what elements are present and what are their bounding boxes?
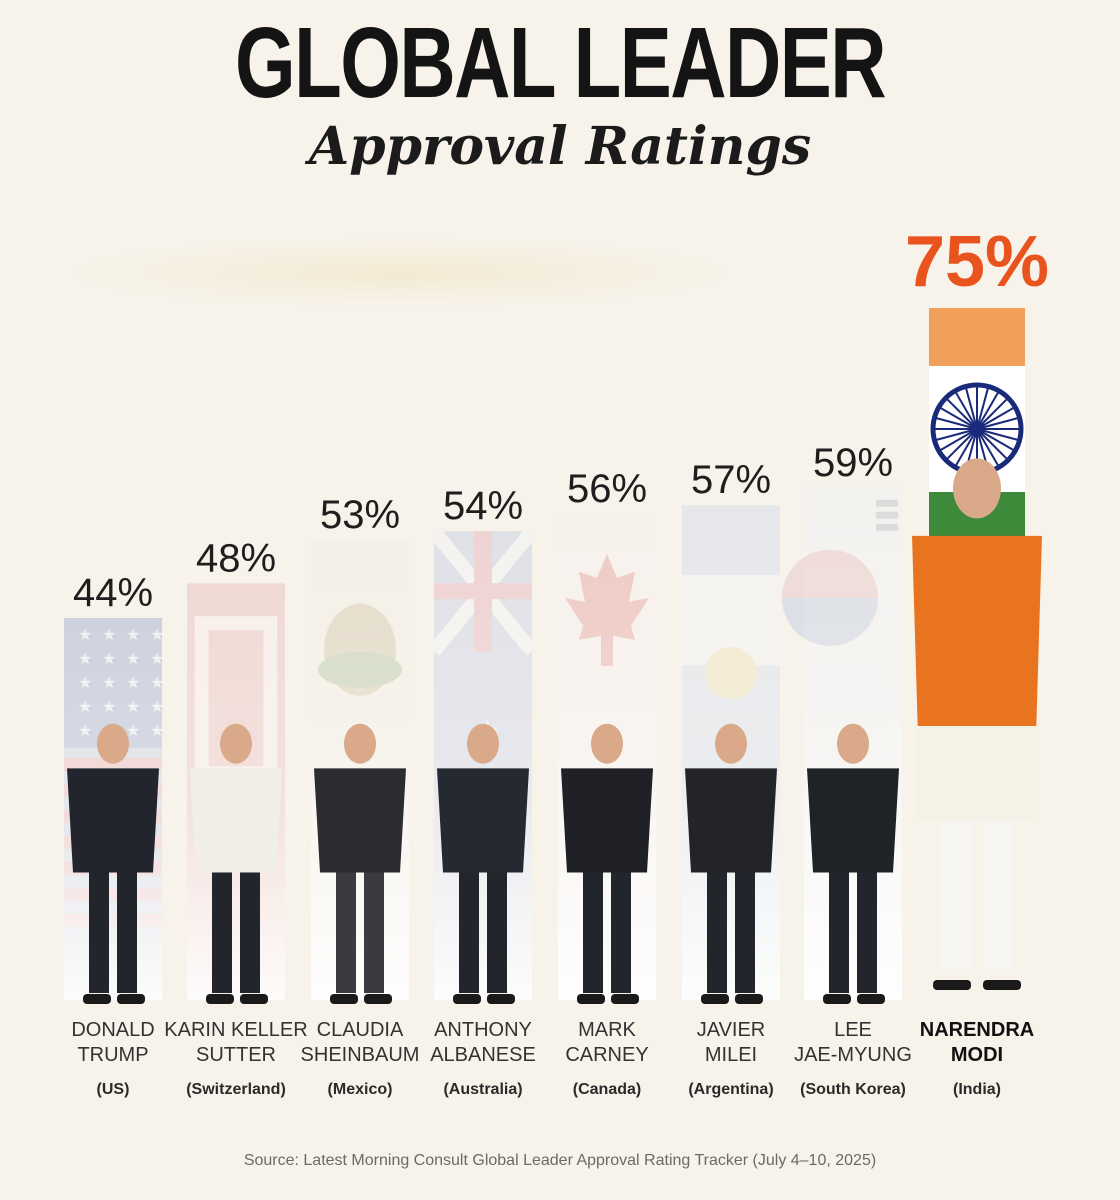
- chart-title: GLOBAL LEADER: [235, 7, 887, 119]
- country-label: (Argentina): [688, 1081, 773, 1098]
- value-label: 57%: [691, 458, 771, 502]
- leader-name-line: ALBANESE: [430, 1044, 536, 1066]
- bar-chart: ★★★★★★★★★★★★★★★★★★★★44%DONALDTRUMP(US)48…: [64, 222, 1049, 1098]
- leader-figure: [437, 723, 529, 1004]
- bar-canada: 56% MARK CARNEY (Canada): [558, 467, 656, 1098]
- value-label: 59%: [813, 441, 893, 485]
- value-label: 75%: [905, 222, 1049, 302]
- leader-name-line: MODI: [951, 1044, 1003, 1066]
- leader-name-line: JAE-MYUNG: [794, 1044, 912, 1066]
- country-label: (Switzerland): [186, 1081, 286, 1098]
- value-label: 56%: [567, 467, 647, 511]
- country-label: (India): [953, 1081, 1001, 1098]
- leader-name-line: SHEINBAUM: [301, 1044, 420, 1066]
- leader-figure: [685, 723, 777, 1004]
- leader-figure: [67, 723, 159, 1004]
- bar-india: 75% NARENDRA MODI (India): [905, 222, 1049, 1098]
- source-note: Source: Latest Morning Consult Global Le…: [243, 1152, 877, 1169]
- leader-name-line: CARNEY: [565, 1044, 648, 1066]
- value-label: 54%: [443, 484, 523, 528]
- country-label: (US): [97, 1081, 130, 1098]
- leader-name-line: SUTTER: [196, 1044, 276, 1066]
- leader-name-line: ANTHONY: [434, 1019, 532, 1041]
- leader-figure: [314, 723, 406, 1004]
- leader-name-line: DONALD: [71, 1019, 154, 1041]
- leader-name-line: JAVIER: [697, 1019, 766, 1041]
- leader-figure: [561, 723, 653, 1004]
- value-label: 44%: [73, 571, 153, 615]
- bar-south-korea: 59% LEE JAE-MYUNG (South Korea): [782, 441, 912, 1098]
- country-label: (Canada): [573, 1081, 641, 1098]
- leader-name-line: LEE: [834, 1019, 872, 1041]
- leader-figure: [190, 723, 282, 1004]
- country-label: (Mexico): [328, 1081, 393, 1098]
- leader-name-line: KARIN KELLER: [164, 1019, 307, 1041]
- background-haze: [60, 238, 740, 308]
- value-label: 48%: [196, 536, 276, 580]
- country-label: (Australia): [443, 1081, 522, 1098]
- bar-argentina: 57% JAVIER MILEI (Argentina): [682, 458, 780, 1098]
- country-label: (South Korea): [800, 1081, 906, 1098]
- value-label: 53%: [320, 493, 400, 537]
- leader-name-line: MARK: [578, 1019, 636, 1041]
- bar-switzerland: 48% KARIN KELLER SUTTER (Switzerland): [164, 536, 307, 1098]
- chart-subtitle: Approval Ratings: [308, 116, 812, 177]
- leader-name-line: MILEI: [705, 1044, 757, 1066]
- leader-name-line: NARENDRA: [920, 1019, 1034, 1041]
- leader-figure: [912, 458, 1042, 990]
- leader-name-line: CLAUDIA: [317, 1019, 404, 1041]
- leader-name-line: TRUMP: [77, 1044, 148, 1066]
- bar-mexico: 53% CLAUDIA SHEINBAUM (Mexico): [301, 493, 420, 1098]
- leader-figure: [807, 723, 899, 1004]
